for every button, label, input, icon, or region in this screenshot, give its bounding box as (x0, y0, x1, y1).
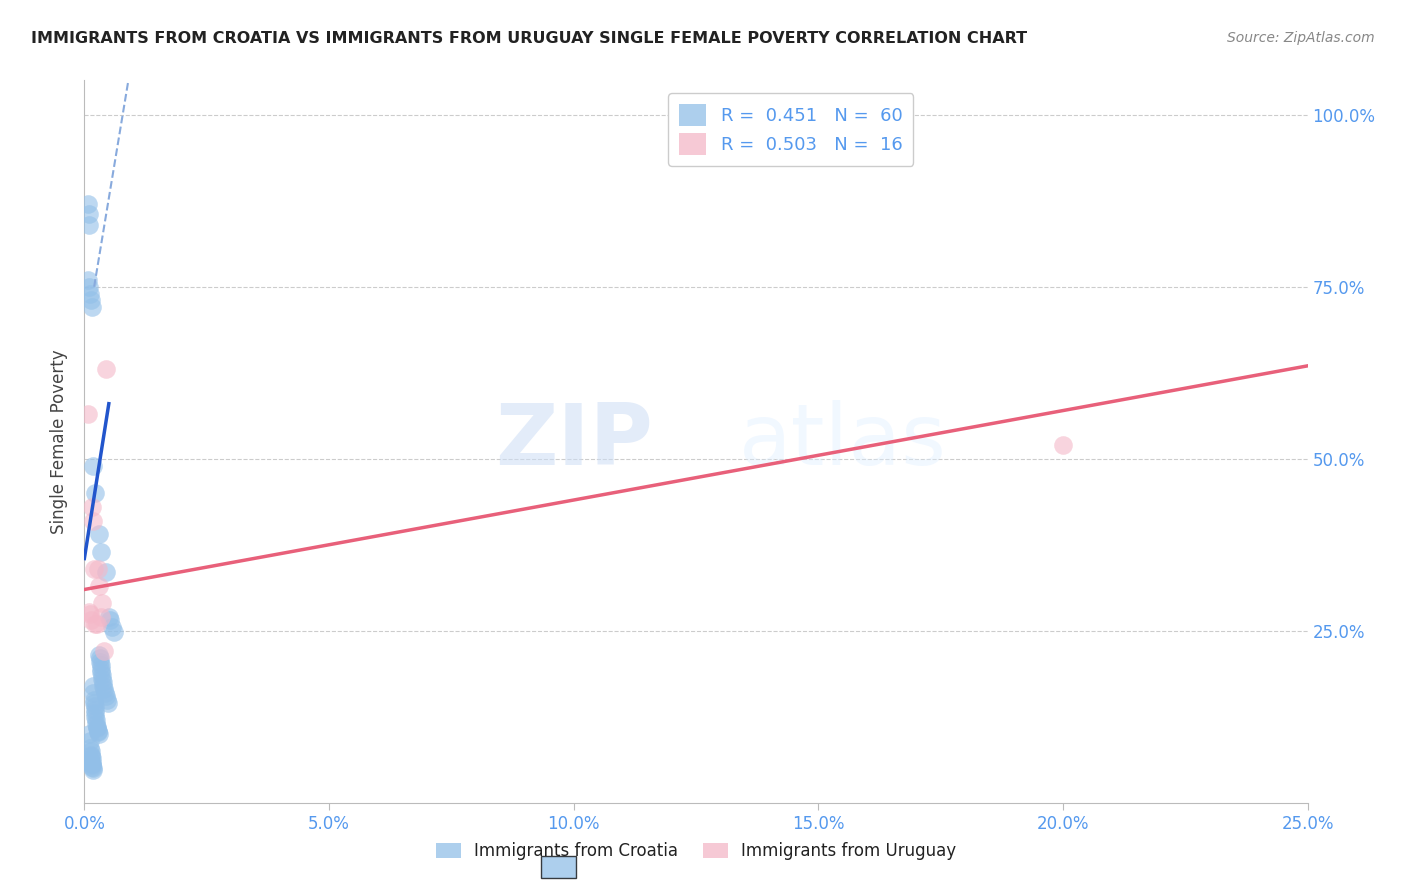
Point (1052, 438, 1074, 452)
Point (100, 620, 122, 634)
Point (80, 744, 103, 758)
Point (94, 686, 117, 700)
Point (90, 544, 112, 558)
Point (94, 689, 117, 703)
Point (83, 699, 105, 714)
Point (82, 763, 104, 777)
Text: ZIP: ZIP (495, 400, 654, 483)
Point (79, 607, 101, 621)
Point (89, 658, 111, 673)
Point (82, 301, 104, 315)
Point (82, 458, 104, 473)
Point (89, 651, 111, 665)
Point (80, 749, 103, 764)
Point (93, 644, 115, 658)
Point (84, 706, 107, 721)
Point (93, 679, 115, 693)
Text: atlas: atlas (738, 400, 946, 483)
Point (77, 218, 100, 232)
Point (98, 614, 121, 628)
Text: Source: ZipAtlas.com: Source: ZipAtlas.com (1227, 31, 1375, 45)
Point (84, 486, 107, 500)
Point (77, 727, 100, 741)
Point (87, 562, 110, 576)
Point (91, 596, 114, 610)
Point (103, 625, 125, 640)
Point (77, 273, 100, 287)
Point (86, 720, 108, 734)
Point (84, 716, 107, 731)
Point (80, 755, 103, 769)
Point (82, 500, 104, 514)
Point (83, 696, 105, 710)
Point (77, 197, 100, 211)
Point (96, 566, 118, 580)
Point (80, 293, 103, 308)
Point (97, 696, 120, 710)
Point (87, 727, 110, 741)
Point (83, 703, 105, 717)
Point (91, 672, 114, 686)
Point (82, 760, 104, 774)
Y-axis label: Single Female Poverty: Single Female Poverty (51, 350, 69, 533)
Point (89, 655, 111, 669)
Point (82, 686, 104, 700)
Point (80, 614, 103, 628)
Point (80, 747, 103, 762)
Point (84, 710, 107, 724)
Point (96, 692, 118, 706)
Point (77, 605, 100, 619)
Point (87, 579, 110, 593)
Point (91, 675, 114, 690)
Point (89, 610, 111, 624)
Point (79, 740, 101, 755)
Point (79, 734, 101, 748)
Point (83, 562, 105, 576)
Point (84, 616, 107, 631)
Point (93, 682, 115, 697)
Point (77, 407, 100, 421)
Point (82, 514, 104, 528)
Point (86, 616, 108, 631)
Point (79, 286, 101, 301)
Legend: Immigrants from Croatia, Immigrants from Uruguay: Immigrants from Croatia, Immigrants from… (429, 836, 963, 867)
Point (82, 761, 104, 775)
Point (90, 665, 112, 679)
Text: IMMIGRANTS FROM CROATIA VS IMMIGRANTS FROM URUGUAY SINGLE FEMALE POVERTY CORRELA: IMMIGRANTS FROM CROATIA VS IMMIGRANTS FR… (31, 31, 1026, 46)
Point (87, 527, 110, 541)
Point (83, 692, 105, 706)
Point (77, 279, 100, 293)
Point (80, 751, 103, 765)
Point (77, 207, 100, 221)
Point (87, 648, 110, 662)
Point (90, 662, 112, 676)
Point (86, 722, 108, 736)
Point (91, 668, 114, 682)
Point (82, 679, 104, 693)
Point (82, 758, 104, 772)
Point (80, 756, 103, 771)
Point (97, 610, 120, 624)
Point (96, 362, 118, 376)
Point (86, 723, 108, 738)
Point (87, 725, 110, 739)
Point (84, 713, 107, 727)
